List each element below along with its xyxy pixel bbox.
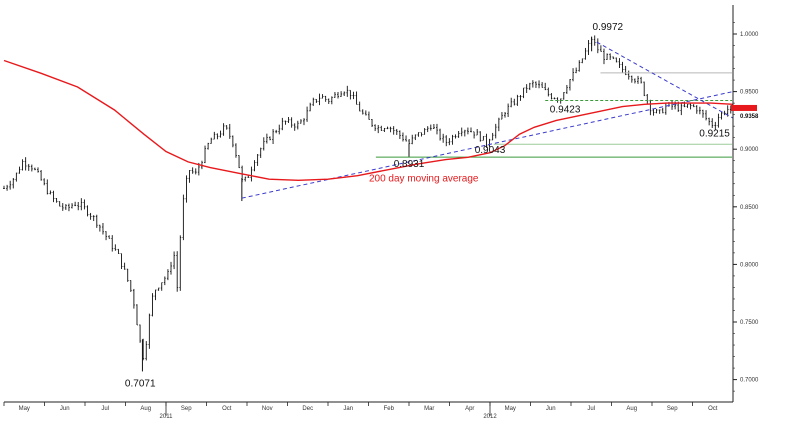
y-tick-label: 0.7000 [740,378,759,384]
price-annotations: 0.9972 0.9423 0.9043 0.8931 0.9215 0.7071 200 … [125,22,730,389]
x-tick-label: Dec [302,406,313,412]
x-tick-label: Oct [708,406,718,412]
price-annotation: 0.9043 [475,145,506,156]
x-tick-label: Sep [181,406,192,412]
axes: 1.0000 0.9500 0.9000 0.8500 0.8000 0.7500 0.70… [3,5,759,420]
x-tick-label: Aug [626,406,637,412]
price-annotation: 0.7071 [125,378,156,389]
price-annotation: 0.8931 [394,159,425,170]
y-tick-label: 1.0000 [740,32,759,38]
y-tick-label: 0.8500 [740,205,759,211]
y-tick-label: 0.7500 [740,320,759,326]
x-tick-label: Mar [424,406,434,412]
y-tick-label: 0.9500 [740,90,759,96]
year-label: 2012 [483,414,497,420]
x-tick-label: Oct [222,406,232,412]
x-tick-label: Jun [60,406,70,412]
price-bars [3,35,732,372]
x-tick-label: Sep [667,406,678,412]
x-tick-label: Apr [465,406,474,412]
x-tick-label: Jun [546,406,556,412]
y-tick-label: 0.8000 [740,262,759,268]
x-tick-label: Jul [587,406,595,412]
last-value-label: 0.9358 [740,114,759,120]
year-label: 2011 [160,414,174,420]
price-annotation: 0.9972 [593,22,624,33]
x-tick-label: Jan [343,406,353,412]
x-tick-label: Feb [384,406,395,412]
trendlines [241,41,734,199]
moving-average [3,59,734,182]
x-tick-label: Jul [101,406,109,412]
price-annotation: 0.9423 [550,104,581,115]
moving-average-line [3,59,734,182]
y-tick-label: 0.9000 [740,147,759,153]
price-annotation: 0.9215 [699,128,730,139]
x-tick-label: Nov [262,406,273,412]
moving-average-label: 200 day moving average [369,173,479,184]
x-tick-label: May [505,406,516,412]
x-tick-label: Aug [140,406,151,412]
last-value-marker [731,104,757,111]
trendline [596,41,734,119]
x-tick-label: May [19,406,30,412]
